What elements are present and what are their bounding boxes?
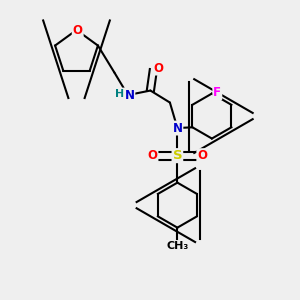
Text: O: O bbox=[197, 149, 207, 162]
Text: CH₃: CH₃ bbox=[166, 241, 188, 251]
Text: O: O bbox=[154, 61, 164, 74]
Text: N: N bbox=[124, 88, 134, 101]
Text: N: N bbox=[172, 122, 182, 134]
Text: F: F bbox=[213, 86, 221, 99]
Text: H: H bbox=[115, 88, 124, 98]
Text: O: O bbox=[73, 23, 83, 37]
Text: O: O bbox=[148, 149, 158, 162]
Text: S: S bbox=[172, 149, 182, 162]
